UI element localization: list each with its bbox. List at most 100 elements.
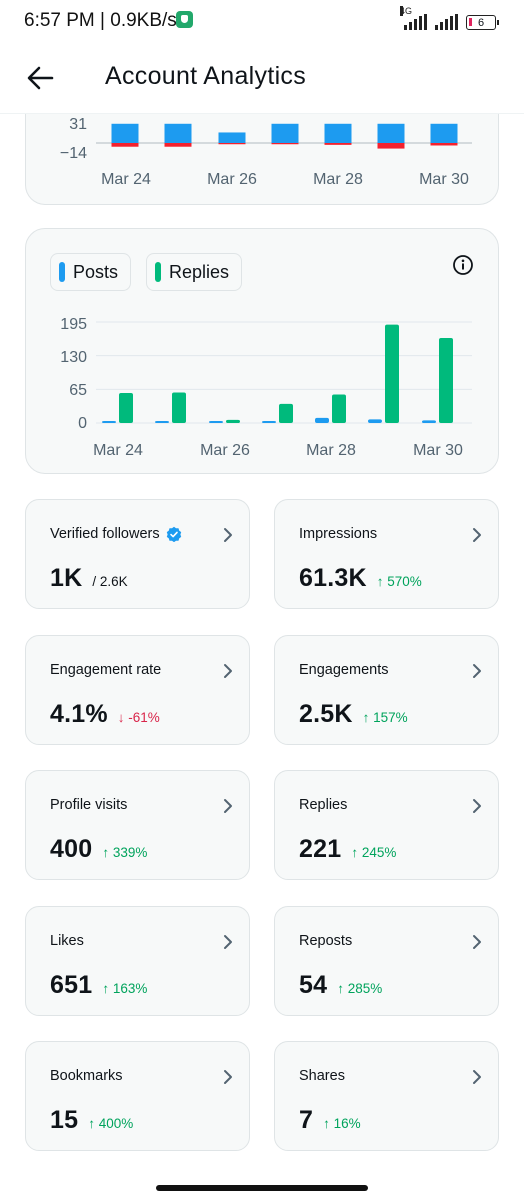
negative-bar (271, 143, 299, 145)
stat-change: ↑ 339% (102, 845, 148, 860)
legend-label: Replies (169, 261, 230, 282)
stat-value-row: 1K / 2.6K (50, 564, 128, 593)
stat-label: Engagements (299, 662, 389, 678)
signal-icon (435, 14, 458, 30)
chevron-right-icon (473, 664, 481, 678)
legend-posts[interactable]: Posts (50, 253, 132, 291)
posts-bar (262, 421, 276, 423)
y-tick: 65 (69, 382, 87, 399)
positive-bar (430, 123, 458, 143)
stat-change: ↑ 16% (323, 1116, 361, 1131)
positive-bar (377, 123, 405, 143)
info-icon (453, 255, 473, 275)
stat-label: Engagement rate (50, 662, 162, 678)
status-bar: 6:57 PM | 0.9KB/s 4G 6 (0, 0, 524, 42)
y-tick: 195 (60, 316, 87, 333)
stat-value-row: 2.5K ↑ 157% (299, 700, 408, 729)
top-bar-chart: 31 −14 Mar 24 Mar 26 Mar 28 Mar 30 (60, 116, 472, 188)
stat-value-row: 15 ↑ 400% (50, 1106, 133, 1135)
back-button[interactable] (22, 60, 58, 96)
stat-value: 1K (50, 564, 83, 592)
stat-change: ↓ -61% (117, 710, 160, 725)
legend-replies[interactable]: Replies (146, 253, 243, 291)
stat-value: 61.3K (299, 564, 367, 592)
x-tick: Mar 26 (207, 171, 257, 188)
chevron-right-icon (224, 799, 232, 813)
y-tick: −14 (60, 145, 87, 162)
shield-icon (176, 11, 193, 28)
stat-value: 2.5K (299, 700, 353, 728)
home-indicator[interactable] (156, 1185, 368, 1191)
stat-value-row: 400 ↑ 339% (50, 835, 147, 864)
stat-card-engagement-rate[interactable]: Engagement rate 4.1% ↓ -61% (25, 635, 250, 745)
stat-value: 221 (299, 835, 342, 863)
y-tick: 130 (60, 349, 87, 366)
chevron-right-icon (473, 935, 481, 949)
stat-sub: / 2.6K (92, 574, 128, 589)
chevron-right-icon (224, 528, 232, 542)
chevron-right-icon (473, 1070, 481, 1084)
x-tick: Mar 30 (413, 442, 463, 459)
stat-change: ↑ 245% (351, 845, 397, 860)
stat-card-replies[interactable]: Replies 221 ↑ 245% (274, 770, 499, 880)
network-type: 4G (400, 6, 413, 16)
stat-value-row: 4.1% ↓ -61% (50, 700, 160, 729)
x-tick: Mar 26 (200, 442, 250, 459)
stat-label: Likes (50, 933, 84, 949)
replies-bar (172, 392, 186, 423)
replies-bar (226, 419, 240, 423)
stat-card-engagements[interactable]: Engagements 2.5K ↑ 157% (274, 635, 499, 745)
posts-bar (155, 421, 169, 423)
chevron-right-icon (224, 664, 232, 678)
arrow-left-icon (27, 66, 54, 90)
stat-change: ↑ 285% (337, 981, 383, 996)
replies-bar (332, 394, 346, 423)
verified-badge-icon (166, 526, 181, 542)
stat-card-verified-followers[interactable]: Verified followers 1K / 2.6K (25, 499, 250, 609)
stat-label: Reposts (299, 933, 353, 949)
posts-replies-bar-chart: 195 130 65 0 Mar 24 Mar 26 Mar 28 Mar 30 (60, 316, 472, 459)
stat-card-profile-visits[interactable]: Profile visits 400 ↑ 339% (25, 770, 250, 880)
negative-bar (430, 143, 458, 146)
chevron-right-icon (224, 1070, 232, 1084)
stat-value-row: 7 ↑ 16% (299, 1106, 361, 1135)
y-tick: 31 (69, 116, 87, 133)
stat-value-row: 61.3K ↑ 570% (299, 564, 422, 593)
battery-level: 6 (477, 16, 485, 29)
chevron-right-icon (473, 528, 481, 542)
stat-value: 400 (50, 835, 93, 863)
stat-change: ↑ 163% (102, 981, 148, 996)
stat-card-impressions[interactable]: Impressions 61.3K ↑ 570% (274, 499, 499, 609)
stat-value: 7 (299, 1106, 314, 1134)
stat-change: ↑ 157% (362, 710, 408, 725)
stat-value: 4.1% (50, 700, 108, 728)
stat-card-likes[interactable]: Likes 651 ↑ 163% (25, 906, 250, 1016)
negative-bar (111, 143, 139, 147)
stat-change: ↑ 570% (376, 574, 422, 589)
info-button[interactable] (452, 254, 474, 276)
stat-value: 651 (50, 971, 93, 999)
x-tick: Mar 28 (306, 442, 356, 459)
stat-label: Impressions (299, 526, 378, 542)
negative-bar (164, 143, 192, 147)
page-title: Account Analytics (105, 62, 307, 90)
posts-bar (209, 421, 223, 423)
stat-card-reposts[interactable]: Reposts 54 ↑ 285% (274, 906, 499, 1016)
negative-bar (324, 143, 352, 145)
stat-value-row: 54 ↑ 285% (299, 971, 382, 1000)
replies-bar (439, 338, 453, 423)
stat-label: Profile visits (50, 797, 128, 813)
positive-bar (324, 123, 352, 143)
posts-bar (315, 417, 329, 423)
chevron-right-icon (224, 935, 232, 949)
stat-label-wrap: Verified followers (50, 526, 182, 542)
posts-bar (368, 419, 382, 423)
stat-value: 15 (50, 1106, 79, 1134)
y-tick: 0 (78, 415, 87, 432)
stat-card-bookmarks[interactable]: Bookmarks 15 ↑ 400% (25, 1041, 250, 1151)
stat-card-shares[interactable]: Shares 7 ↑ 16% (274, 1041, 499, 1151)
negative-bar (218, 143, 246, 145)
stat-value-row: 651 ↑ 163% (50, 971, 147, 1000)
chevron-right-icon (473, 799, 481, 813)
positive-bar (271, 123, 299, 143)
